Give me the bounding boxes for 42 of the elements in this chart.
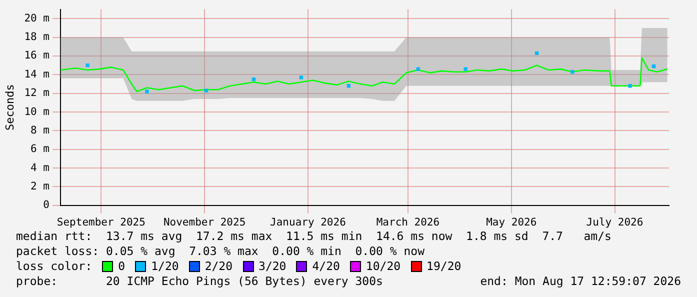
- x-tick-label: September 2025: [56, 216, 146, 228]
- legend-label: 3/20: [258, 259, 286, 274]
- point: [252, 77, 256, 82]
- text: packet loss: 0.05 % avg 7.03 % max 0.00 % min 0.00 % now: [16, 244, 424, 259]
- legend-label: 4/20: [312, 259, 340, 274]
- point: [652, 64, 656, 68]
- y-tick-label: 2 m: [30, 180, 50, 192]
- x-tick-label: May 2026: [486, 216, 537, 228]
- legend-label: 10/20: [366, 259, 401, 274]
- x-tick-label: July 2026: [586, 216, 644, 228]
- point: [86, 63, 90, 68]
- point: [346, 84, 350, 88]
- y-tick-label: 12 m: [24, 87, 50, 100]
- y-axis-title: Seconds: [3, 84, 16, 131]
- y-tick-label: 16 m: [24, 50, 50, 62]
- y-tick-label: 8 m: [30, 124, 50, 136]
- point: [204, 88, 208, 92]
- text: probe: 20 ICMP Echo Pings (56 Bytes) every 300s: [16, 274, 383, 289]
- point: [464, 67, 468, 71]
- point: [145, 90, 149, 94]
- y-tick-label: 20 m: [24, 12, 50, 24]
- y-tick-label: 0: [43, 199, 50, 212]
- y-tick-label: 4 m: [30, 162, 50, 174]
- legend-label: 19/20: [426, 259, 462, 274]
- text: end: Mon Aug 17 12:59:07 2026: [480, 274, 681, 289]
- y-tick-label: 6 m: [30, 143, 50, 156]
- point: [416, 67, 420, 71]
- legend-label: 0: [118, 259, 126, 274]
- y-tick-label: 10 m: [24, 106, 50, 118]
- x-tick-label: March 2026: [376, 216, 440, 228]
- legend-title: loss color:: [16, 259, 92, 274]
- legend-label: 2/20: [204, 259, 233, 274]
- x-tick-label: November 2025: [163, 216, 246, 228]
- point: [534, 51, 539, 56]
- point: [570, 70, 574, 74]
- point: [299, 76, 304, 80]
- text: median rtt: 13.7 ms avg 17.2 ms max 11.5 ms min 14.6 ms now 1.8 ms sd 7.7 am/s: [16, 229, 612, 244]
- x-tick-label: January 2026: [270, 216, 346, 228]
- point: [628, 84, 632, 88]
- y-tick-label: 14 m: [24, 68, 50, 80]
- legend-label: 1/20: [151, 259, 179, 274]
- y-tick-label: 18 m: [24, 31, 50, 44]
